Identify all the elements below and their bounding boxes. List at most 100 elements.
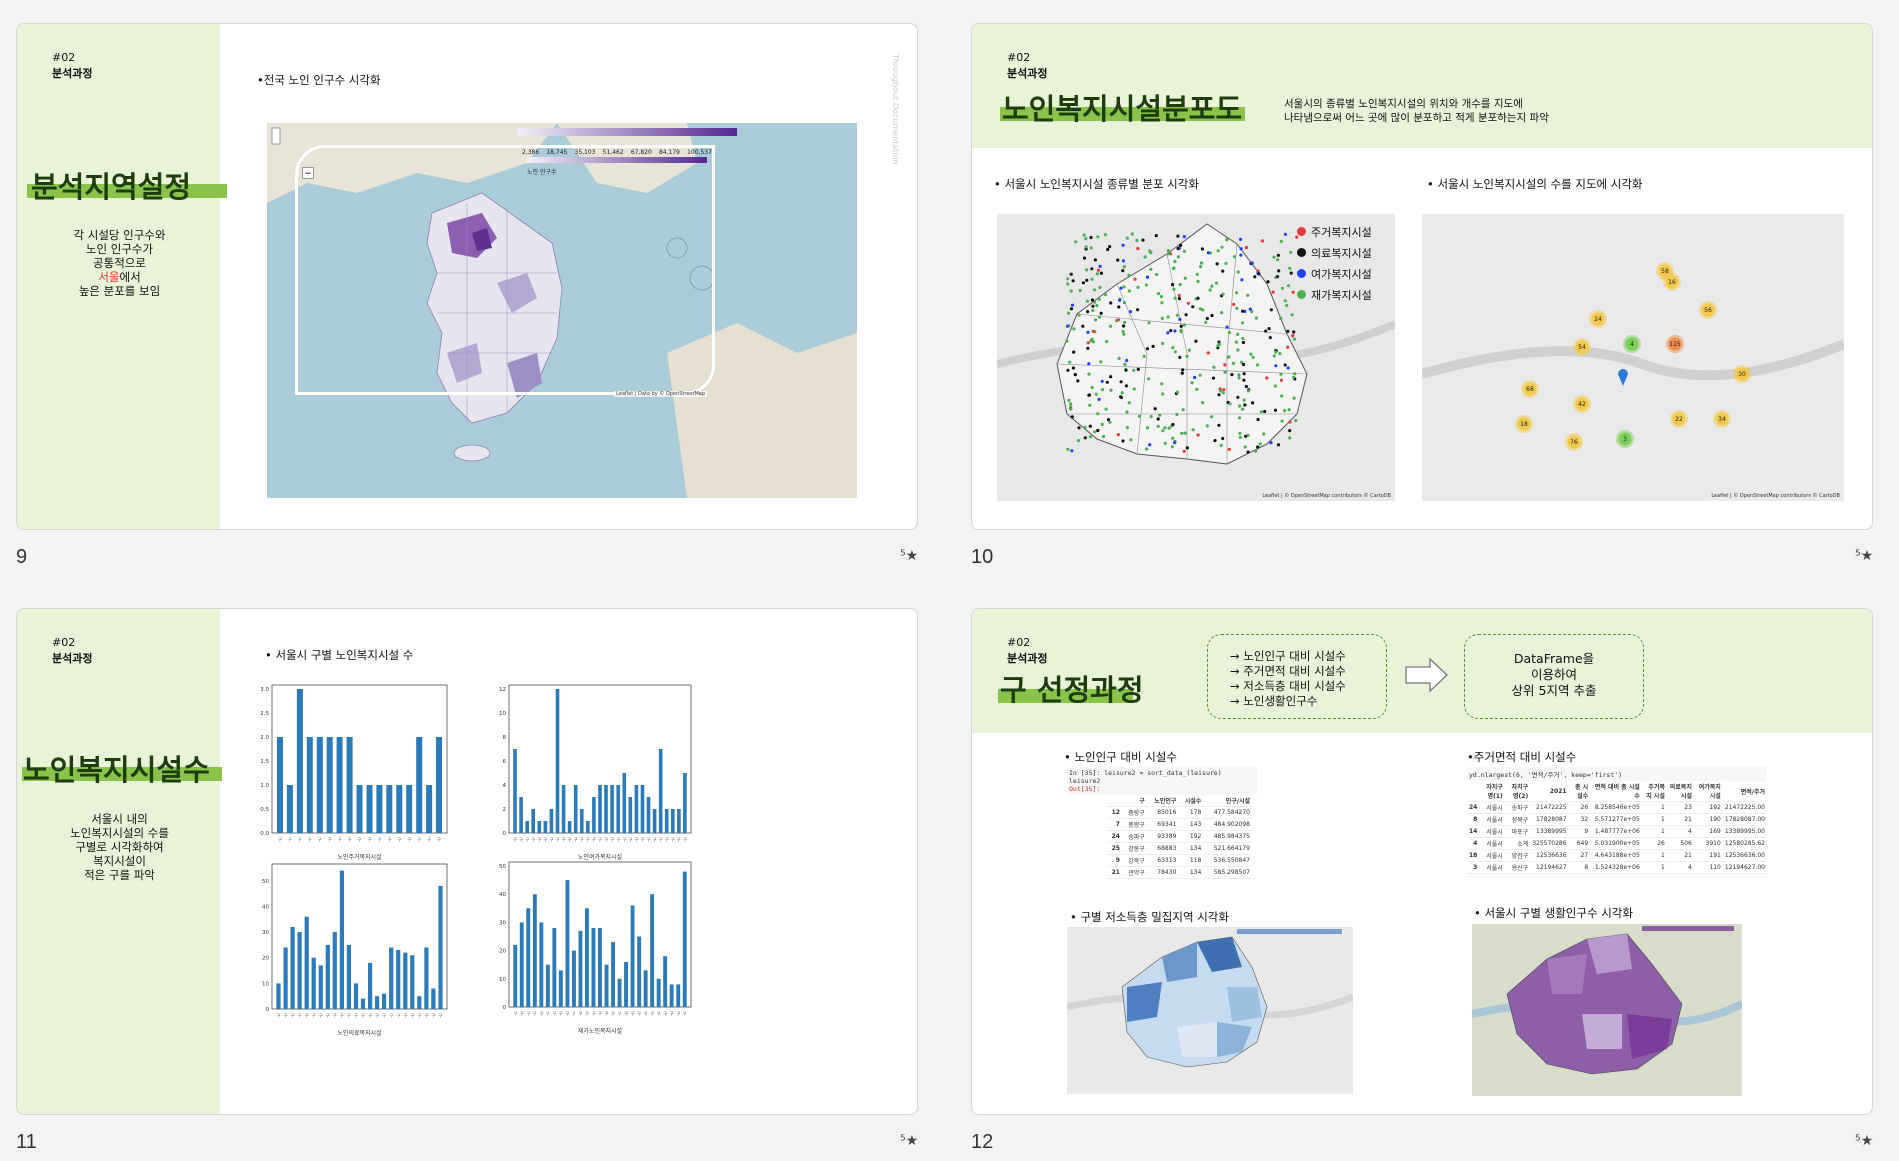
x-tick: 구	[378, 837, 382, 842]
bar	[580, 809, 584, 833]
low-income-map[interactable]	[1067, 927, 1353, 1094]
facility-dot	[1171, 422, 1175, 427]
bar	[346, 737, 353, 833]
bar	[650, 894, 655, 1007]
facility-dot	[1172, 287, 1176, 291]
table-cell: 1	[1641, 801, 1667, 814]
facility-dot	[1167, 426, 1171, 430]
living-population-map[interactable]	[1472, 924, 1742, 1096]
bar	[543, 821, 548, 833]
bar	[656, 978, 661, 1007]
star-icon[interactable]: ⁵★	[900, 1133, 919, 1149]
star-icon[interactable]: ⁵★	[1855, 1133, 1874, 1149]
bar	[561, 785, 566, 833]
facility-dot	[1077, 313, 1081, 317]
table-cell: 12194627.00	[1722, 861, 1767, 874]
facility-dot	[1121, 243, 1125, 247]
table-cell: 13389995.00	[1722, 825, 1767, 838]
facility-dot	[1100, 379, 1104, 383]
facility-dot	[1074, 240, 1078, 244]
table-cell: 1	[1641, 813, 1667, 826]
table-cell: 649	[1568, 837, 1591, 850]
cluster-count: 115	[1669, 341, 1681, 348]
facility-dot	[1088, 424, 1092, 428]
table-cell: 68883	[1146, 842, 1179, 855]
facility-dot	[1098, 264, 1102, 268]
x-tick: 구	[550, 837, 554, 842]
table-area-per-facility: yd.nlargest(6, '면적/주거', keep='first') 자치…	[1467, 767, 1767, 874]
facility-dot	[1256, 417, 1260, 422]
bar	[424, 947, 429, 1009]
bar	[436, 737, 442, 833]
bar	[604, 785, 608, 833]
facility-dot	[1171, 346, 1175, 350]
facility-dot	[1185, 354, 1189, 358]
cluster-marker	[1517, 417, 1531, 431]
result-box: DataFrame을 이용하여 상위 5지역 추출	[1464, 634, 1644, 719]
star-icon[interactable]: ⁵★	[900, 548, 919, 564]
slide-11[interactable]: #02 분석과정 노인복지시설수 서울시 내의 노인복지시설의 수를 구별로 시…	[16, 608, 918, 1115]
facility-dot	[1246, 450, 1250, 454]
table-cell: 17828087.00	[1722, 813, 1767, 826]
table-cell: 1.524328e+06	[1590, 861, 1642, 874]
x-tick: 구	[333, 1013, 337, 1018]
facility-dot	[1085, 278, 1089, 282]
facility-dot	[1179, 324, 1183, 328]
facility-dot	[1278, 352, 1282, 356]
y-tick: 1.0	[260, 783, 269, 789]
facility-dot	[1142, 354, 1146, 358]
facility-dot	[1096, 268, 1100, 272]
facility-dot	[1198, 373, 1202, 377]
facility-dot	[1137, 414, 1141, 418]
bar	[682, 871, 687, 1007]
facility-dot	[1287, 408, 1291, 412]
x-tick: 구	[277, 1013, 281, 1018]
table-cell: 소계	[1504, 837, 1531, 850]
x-tick: 구	[644, 1011, 648, 1016]
legend-swatch-black	[1297, 248, 1306, 257]
facility-dot	[1095, 272, 1099, 276]
zoom-control[interactable]: −	[302, 167, 314, 179]
facility-dot	[1269, 441, 1273, 445]
facility-dot	[1156, 424, 1160, 428]
facility-dot	[1242, 378, 1246, 382]
table-cell: 강동구	[1121, 842, 1147, 855]
arrow-right-icon	[1405, 657, 1448, 693]
slide-number-12: 12	[971, 1131, 994, 1153]
facility-dot	[1122, 265, 1126, 269]
slide-9[interactable]: #02 분석과정 분석지역설정 각 시설당 인구수와 노인 인구수가 공통적으로…	[16, 23, 918, 530]
korea-choropleth-map[interactable]: 2,386 18,745 35,103 51,462 67,820 84,179…	[267, 123, 857, 498]
facility-dot	[1206, 351, 1210, 355]
facility-dot	[1280, 419, 1284, 423]
facility-dot	[1173, 350, 1177, 354]
slide-12[interactable]: #02 분석과정 구 선정과정 → 노인인구 대비 시설수 → 주거면적 대비 …	[971, 608, 1873, 1115]
facility-cluster-map[interactable]: 58 16 56 24 54 4 115 30 68 42 22 34 18 76 3 Leaflet | …	[1422, 214, 1844, 501]
bullet-heading: •전국 노인 인구수 시각화	[257, 73, 381, 87]
facility-dot	[1220, 245, 1224, 249]
facility-dot	[1166, 331, 1170, 335]
bar	[578, 930, 583, 1007]
facility-dot	[1221, 391, 1225, 395]
slide-10[interactable]: #02 분석과정 노인복지시설분포도 서울시의 종류별 노인복지시설의 위치와 …	[971, 23, 1873, 530]
cluster-map-svg: 58 16 56 24 54 4 115 30 68 42 22 34 18 76 3	[1422, 262, 1844, 451]
table-elderly-per-facility: In [35]: leisure2 = sort_data_(leisure) …	[1067, 767, 1257, 879]
cluster-count: 68	[1526, 386, 1534, 393]
facility-dot	[1083, 436, 1087, 440]
facility-dot	[1290, 313, 1294, 317]
x-tick: 구	[312, 1013, 316, 1018]
y-tick: 10	[262, 981, 269, 987]
tag-label: 분석과정	[52, 67, 93, 80]
facility-dot	[1219, 389, 1223, 393]
facility-dot	[1272, 255, 1276, 259]
star-icon[interactable]: ⁵★	[1855, 548, 1874, 564]
facility-dot	[1086, 330, 1090, 334]
table-cell: 8.258546e+05	[1590, 801, 1642, 814]
facility-dot	[1279, 316, 1283, 321]
left-panel	[17, 609, 220, 1114]
table-cell: 서울시	[1479, 825, 1505, 838]
y-tick: 50	[262, 879, 269, 885]
chart-frame	[271, 863, 448, 1010]
facility-type-map[interactable]: 주거복지시설 의료복지시설 여가복지시설 재가복지시설 Leaflet | © …	[997, 214, 1395, 501]
facility-dot	[1068, 360, 1072, 364]
facility-dot	[1238, 404, 1242, 408]
